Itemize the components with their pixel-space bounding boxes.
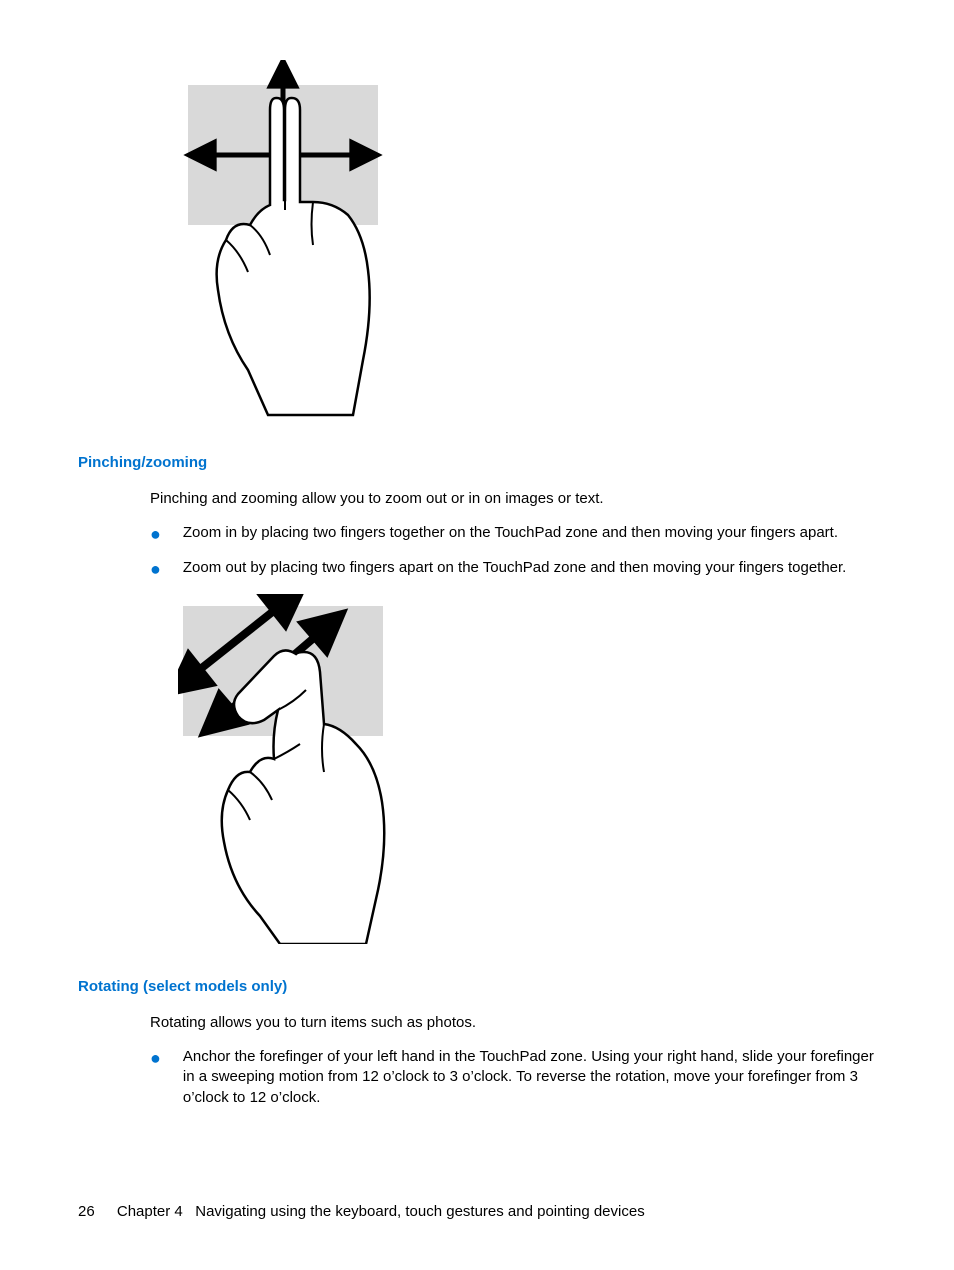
scroll-gesture-illustration: [178, 60, 876, 424]
pinch-gesture-illustration: [178, 594, 876, 948]
bullet-text: Zoom in by placing two fingers together …: [183, 523, 876, 543]
chapter-title: Chapter 4 Navigating using the keyboard,…: [117, 1203, 645, 1220]
rotating-heading: Rotating (select models only): [78, 978, 876, 995]
pinching-intro: Pinching and zooming allow you to zoom o…: [150, 489, 876, 509]
page-number: 26: [78, 1203, 95, 1220]
bullet-icon: ●: [150, 560, 161, 578]
list-item: ● Zoom out by placing two fingers apart …: [150, 558, 876, 578]
pinching-bullets: ● Zoom in by placing two fingers togethe…: [150, 523, 876, 578]
pinching-heading: Pinching/zooming: [78, 454, 876, 471]
rotating-intro: Rotating allows you to turn items such a…: [150, 1013, 876, 1033]
list-item: ● Zoom in by placing two fingers togethe…: [150, 523, 876, 543]
pinch-gesture-svg: [178, 594, 408, 944]
rotating-bullets: ● Anchor the forefinger of your left han…: [150, 1047, 876, 1108]
list-item: ● Anchor the forefinger of your left han…: [150, 1047, 876, 1108]
bullet-text: Anchor the forefinger of your left hand …: [183, 1047, 876, 1108]
bullet-icon: ●: [150, 525, 161, 543]
bullet-text: Zoom out by placing two fingers apart on…: [183, 558, 876, 578]
page-footer: 26 Chapter 4 Navigating using the keyboa…: [78, 1203, 645, 1220]
bullet-icon: ●: [150, 1049, 161, 1067]
scroll-gesture-svg: [178, 60, 398, 420]
